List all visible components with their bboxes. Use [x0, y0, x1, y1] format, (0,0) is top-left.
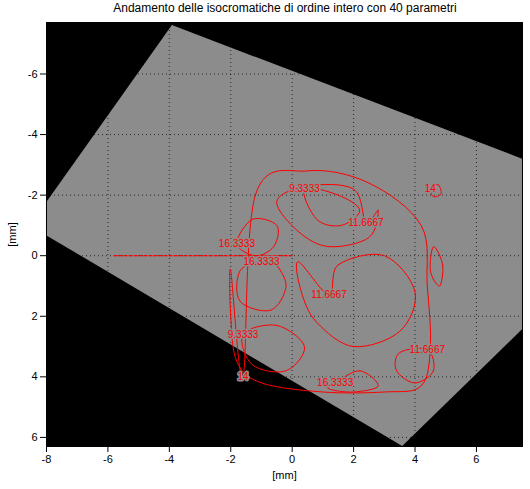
svg-text:0: 0: [31, 249, 37, 261]
html-text:Andamento delle isocromatiche: Andamento delle isocromatiche di ordine …: [113, 1, 457, 15]
svg-text:0: 0: [289, 453, 295, 465]
svg-text:16.3333: 16.3333: [317, 377, 354, 388]
svg-text:[mm]: [mm]: [6, 222, 18, 246]
svg-text:11.6667: 11.6667: [348, 217, 384, 228]
svg-text:2: 2: [351, 453, 357, 465]
svg-text:4: 4: [412, 453, 418, 465]
svg-text:-8: -8: [42, 453, 52, 465]
svg-text:11.6667: 11.6667: [410, 344, 446, 355]
svg-text:-4: -4: [28, 128, 38, 140]
svg-text:11.6667: 11.6667: [311, 289, 347, 300]
svg-text:2: 2: [31, 310, 37, 322]
svg-text:9.3333: 9.3333: [289, 183, 320, 194]
svg-text:14: 14: [237, 371, 249, 382]
svg-text:-4: -4: [164, 453, 174, 465]
svg-text:16.3333: 16.3333: [243, 256, 280, 267]
svg-text:4: 4: [31, 370, 37, 382]
svg-text:-6: -6: [103, 453, 113, 465]
svg-text:-2: -2: [226, 453, 236, 465]
svg-text:6: 6: [31, 431, 37, 443]
svg-text:6: 6: [473, 453, 479, 465]
svg-text:14: 14: [425, 183, 437, 194]
svg-text:[mm]: [mm]: [272, 469, 296, 481]
svg-text:-6: -6: [28, 68, 38, 80]
svg-text:16.3333: 16.3333: [219, 238, 256, 249]
svg-text:9.3333: 9.3333: [228, 329, 259, 340]
svg-text:-2: -2: [28, 189, 38, 201]
